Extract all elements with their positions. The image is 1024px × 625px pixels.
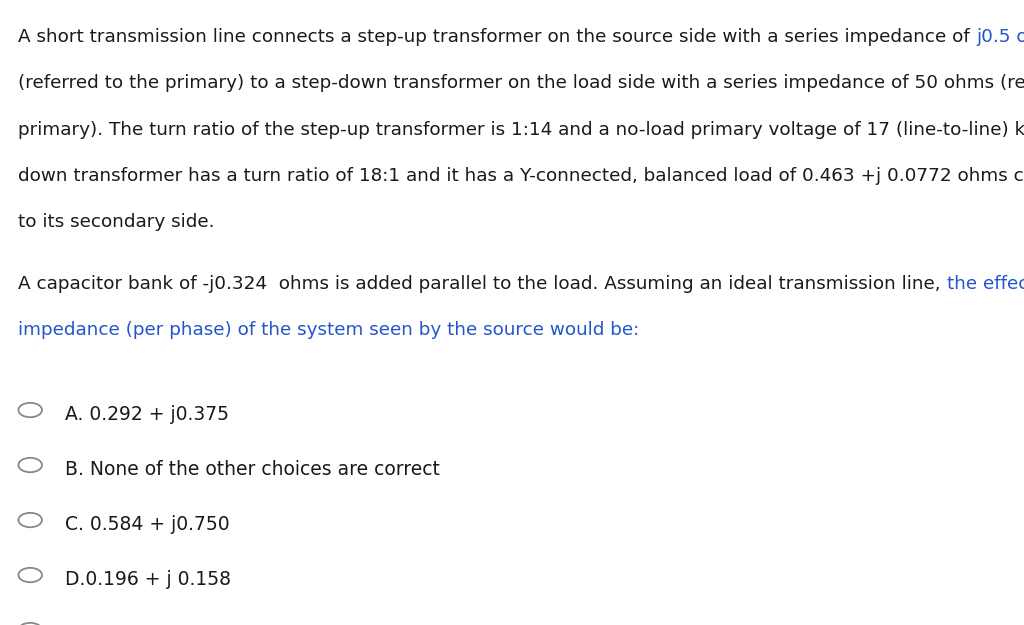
- Text: B. None of the other choices are correct: B. None of the other choices are correct: [65, 460, 439, 479]
- Text: primary). The turn ratio of the step-up transformer is 1:14 and a no-load primar: primary). The turn ratio of the step-up …: [18, 121, 1024, 139]
- Text: A capacitor bank of -j0.324  ohms is added parallel to the load. Assuming an ide: A capacitor bank of -j0.324 ohms is adde…: [18, 275, 947, 293]
- Text: A short transmission line connects a step-up transformer on the source side with: A short transmission line connects a ste…: [18, 28, 976, 46]
- Text: C. 0.584 + j0.750: C. 0.584 + j0.750: [65, 515, 229, 534]
- Text: (referred to the primary) to a step-down transformer on the load side with a ser: (referred to the primary) to a step-down…: [18, 74, 1024, 92]
- Text: j0.5 ohms: j0.5 ohms: [976, 28, 1024, 46]
- Text: to its secondary side.: to its secondary side.: [18, 213, 215, 231]
- Text: impedance (per phase) of the system seen by the source would be:: impedance (per phase) of the system seen…: [18, 321, 640, 339]
- Text: A. 0.292 + j0.375: A. 0.292 + j0.375: [65, 405, 228, 424]
- Text: the effective: the effective: [947, 275, 1024, 293]
- Text: down transformer has a turn ratio of 18:1 and it has a Y-connected, balanced loa: down transformer has a turn ratio of 18:…: [18, 167, 1024, 185]
- Text: D.0.196 + j 0.158: D.0.196 + j 0.158: [65, 570, 230, 589]
